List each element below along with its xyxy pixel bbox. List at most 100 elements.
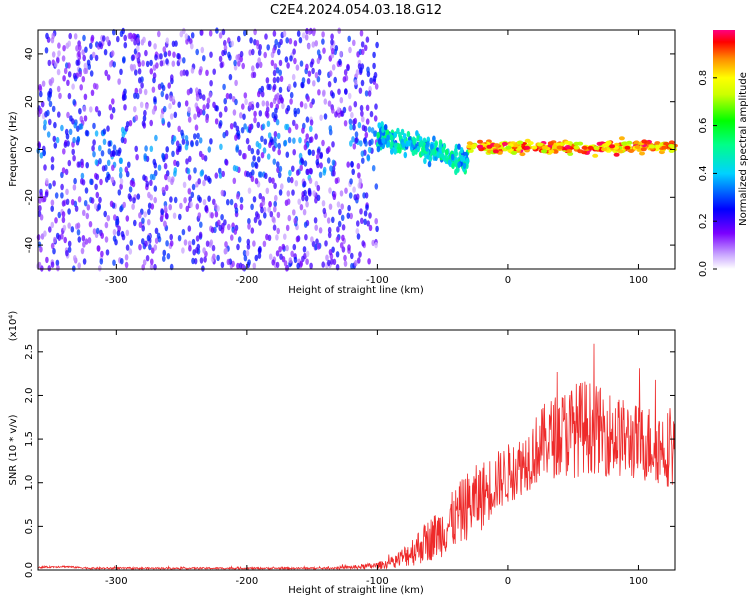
- spectrogram-cell: [587, 145, 594, 150]
- spectrogram-cell: [149, 59, 153, 67]
- spectrogram-cell: [360, 110, 364, 117]
- spectrogram-cell: [136, 37, 140, 44]
- spectrogram-cell: [272, 145, 276, 152]
- spectrogram-cell: [581, 145, 588, 150]
- spectrogram-cell: [128, 186, 133, 193]
- spectrogram-cell: [460, 155, 464, 162]
- spectrogram-cell: [493, 143, 500, 148]
- spectrogram-cell: [48, 87, 53, 95]
- spectrogram-cell: [241, 103, 245, 110]
- spectrogram-cell: [277, 48, 281, 56]
- spectrogram-cell: [71, 83, 75, 90]
- spectrogram-cell: [349, 212, 354, 220]
- spectrogram-cell: [76, 59, 81, 66]
- spectrogram-cell: [73, 122, 77, 129]
- spectrogram-cell: [107, 148, 112, 155]
- spectrogram-cell: [370, 138, 374, 145]
- spectrogram-cell: [208, 30, 213, 37]
- spectrogram-cell: [44, 47, 49, 54]
- spectrogram-cell: [277, 142, 282, 150]
- spectrogram-cell: [293, 217, 298, 224]
- spectrogram-cell: [301, 32, 306, 39]
- spectrogram-cell: [208, 91, 212, 99]
- spectrogram-cell: [76, 161, 81, 168]
- spectrogram-cell: [371, 165, 376, 172]
- spectrogram-cell: [386, 141, 391, 148]
- spectrogram-cell: [183, 197, 187, 204]
- spectrogram-cell: [360, 79, 365, 87]
- spectrogram-cell: [315, 238, 319, 245]
- spectrogram-cell: [344, 88, 348, 95]
- spectrogram-cell: [293, 57, 297, 65]
- spectrogram-cell: [293, 110, 298, 118]
- spectrogram-cell: [219, 61, 224, 69]
- spectrogram-x-ticks: -300 -200 -100 0 100: [105, 30, 648, 286]
- spectrogram-cell: [141, 225, 145, 232]
- spectrogram-cell: [103, 49, 108, 56]
- spectrogram-cell: [327, 259, 331, 267]
- spectrogram-cell: [238, 262, 243, 269]
- spectrogram-cell: [359, 67, 363, 74]
- spectrogram-cell: [364, 131, 369, 139]
- spectrogram-cell: [55, 259, 60, 266]
- spectrogram-cell: [221, 170, 225, 178]
- spectrogram-cell: [331, 92, 335, 99]
- spectrogram-cell: [73, 177, 77, 185]
- spectrogram-cell: [70, 199, 75, 206]
- spectrogram-cell: [602, 143, 609, 148]
- spectrogram-cell: [314, 40, 319, 47]
- spectrogram-cell: [223, 219, 227, 226]
- spectrogram-cell: [311, 149, 316, 156]
- spectrogram-cell: [153, 185, 158, 192]
- spectrogram-cell: [226, 199, 230, 206]
- spectrogram-cell: [556, 145, 563, 150]
- spectrogram-cell: [268, 201, 272, 208]
- spectrogram-cell: [279, 253, 283, 260]
- spectrogram-cell: [398, 147, 402, 154]
- spectrogram-cell: [541, 149, 548, 154]
- spectrogram-cell: [352, 186, 356, 193]
- spectrogram-cell: [201, 94, 206, 101]
- spectrogram-cell: [376, 131, 381, 139]
- spectrogram-cell: [347, 244, 351, 251]
- spectrogram-cell: [327, 100, 332, 107]
- spectrogram-cell: [330, 258, 334, 265]
- spectrogram-cell: [267, 206, 271, 213]
- spectrogram-cell: [215, 105, 219, 112]
- spectrogram-cell: [153, 96, 157, 103]
- spectrogram-cell: [258, 219, 262, 226]
- spectrogram-cell: [45, 256, 49, 264]
- spectrogram-cell: [182, 57, 186, 64]
- spectrogram-cell: [220, 214, 224, 221]
- spectrogram-cell: [144, 145, 148, 152]
- spectrogram-cell: [234, 79, 238, 87]
- spectrogram-cell: [292, 149, 297, 156]
- spectrogram-cell: [257, 171, 262, 178]
- spectrogram-cell: [346, 161, 351, 168]
- spectrogram-cell: [192, 249, 196, 256]
- spectrogram-y-tick-label: -40: [24, 237, 35, 253]
- spectrogram-cell: [363, 218, 367, 225]
- spectrogram-cell: [198, 196, 202, 203]
- spectrogram-cell: [175, 140, 180, 147]
- spectrogram-cell: [119, 30, 124, 37]
- spectrogram-cell: [128, 248, 133, 255]
- spectrogram-cell: [263, 212, 267, 219]
- spectrogram-cell: [209, 51, 213, 58]
- spectrogram-cell: [252, 196, 257, 203]
- spectrogram-cell: [288, 257, 293, 264]
- spectrogram-cell: [239, 55, 243, 63]
- spectrogram-cell: [330, 33, 334, 40]
- spectrogram-cell: [143, 109, 147, 117]
- spectrogram-cell: [294, 180, 299, 187]
- spectrogram-cell: [182, 27, 186, 35]
- spectrogram-cell: [338, 58, 342, 66]
- spectrogram-cell: [306, 95, 310, 102]
- spectrogram-cell: [232, 177, 237, 184]
- spectrogram-cell: [368, 224, 373, 232]
- spectrogram-cell: [190, 32, 195, 39]
- spectrogram-cell: [43, 119, 47, 126]
- spectrogram-cell: [62, 148, 66, 155]
- spectrogram-cell: [297, 198, 302, 205]
- spectrogram-cell: [322, 47, 326, 54]
